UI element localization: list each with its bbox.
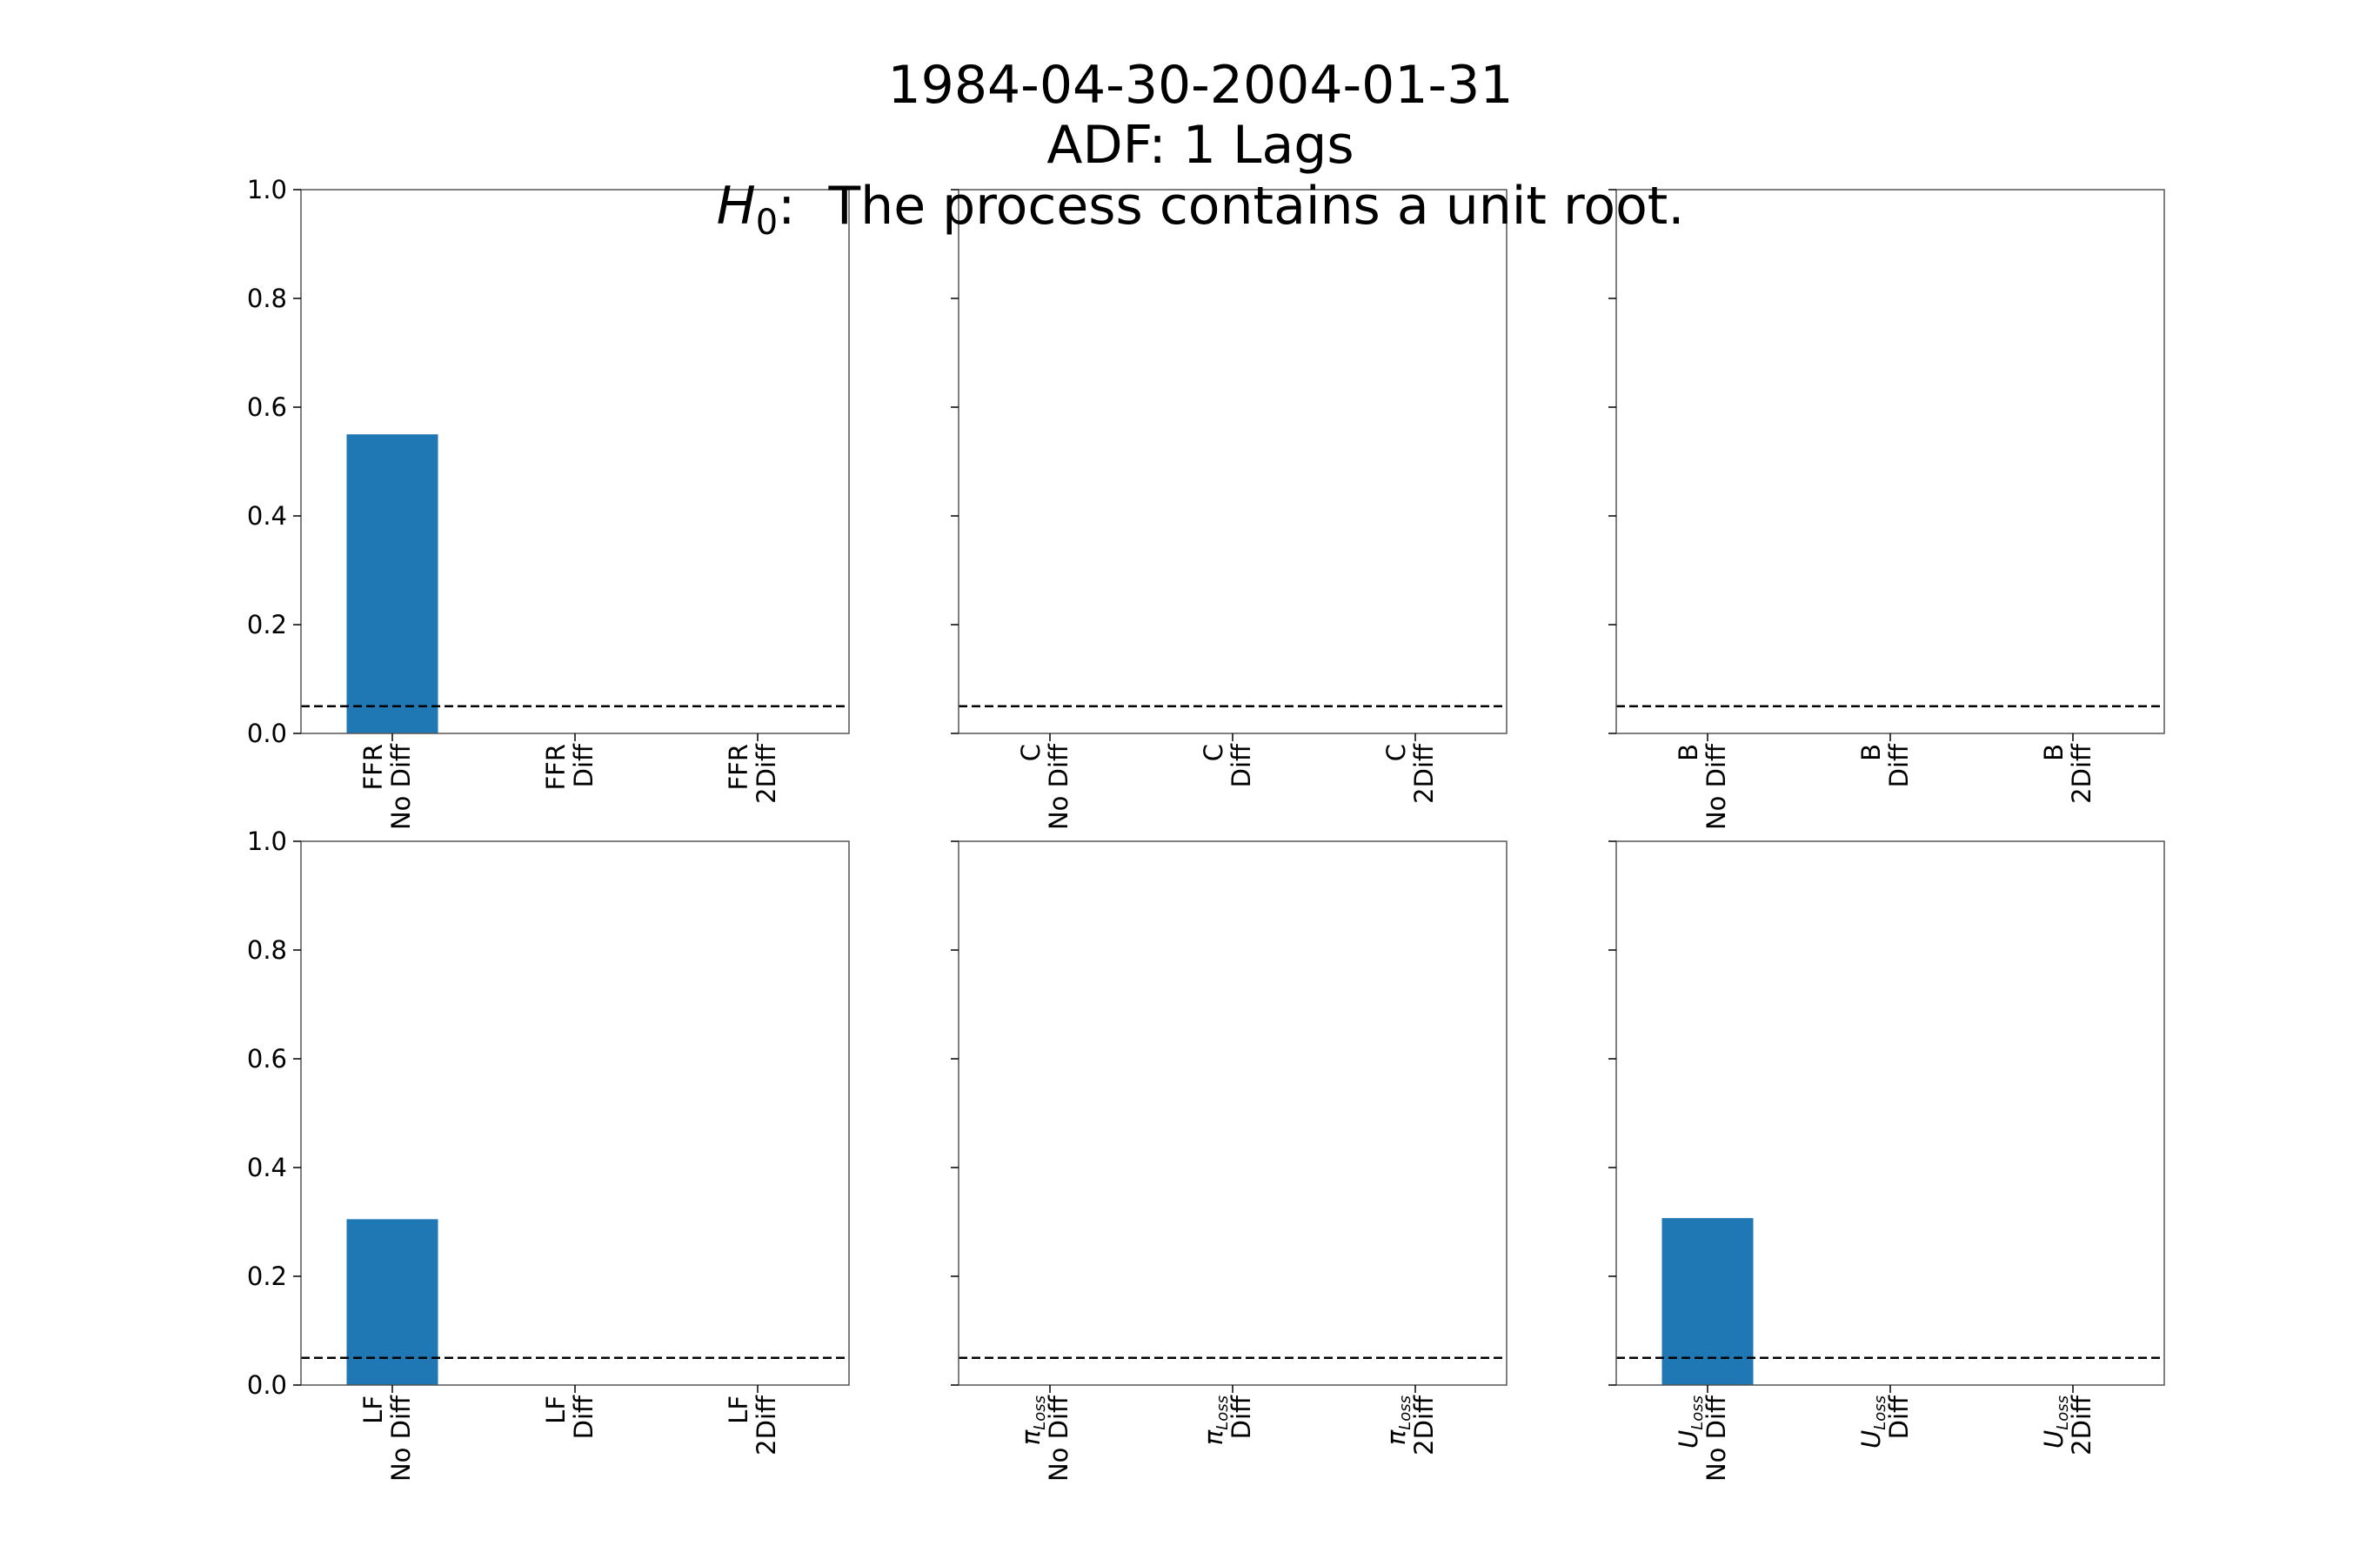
chart-title-line-1: 1984-04-30-2004-01-31 <box>887 55 1513 116</box>
chart-title-line-2: ADF: 1 Lags <box>1046 115 1354 176</box>
ytick-label-3-5: 1.0 <box>247 826 287 856</box>
xtick-label-3-2-category: 2Diff <box>752 1395 781 1456</box>
xtick-label-0-1-variable: FFR <box>541 744 571 791</box>
xtick-label-4-2-variable: πLoss <box>1381 1395 1414 1445</box>
xtick-label-0-2-category: 2Diff <box>752 743 781 804</box>
ytick-label-0-2: 0.4 <box>247 501 287 531</box>
hypothesis-subscript: 0 <box>756 203 778 243</box>
chart-title-hypothesis: H0: The process contains a unit root. <box>717 176 1685 243</box>
ytick-label-0-1: 0.2 <box>247 610 287 639</box>
xtick-label-4-0-category: No Diff <box>1044 1395 1073 1482</box>
ytick-label-0-5: 1.0 <box>247 175 287 204</box>
ytick-label-3-3: 0.6 <box>247 1044 287 1074</box>
ytick-label-0-3: 0.6 <box>247 392 287 422</box>
axes-frame-4 <box>958 840 1508 1386</box>
xtick-label-5-2-variable: ULoss <box>2039 1395 2072 1449</box>
bar-5-0 <box>1661 1218 1754 1385</box>
ytick-label-0-4: 0.8 <box>247 284 287 313</box>
xtick-label-4-1-category: Diff <box>1227 1395 1256 1439</box>
xtick-label-5-0-variable: ULoss <box>1674 1395 1707 1449</box>
xtick-label-2-1-variable: B <box>1856 744 1886 761</box>
xtick-label-0-2-variable: FFR <box>724 744 753 791</box>
xtick-label-3-0-category: No Diff <box>386 1395 416 1482</box>
hypothesis-text: : The process contains a unit root. <box>778 176 1684 237</box>
xtick-label-1-0-category: No Diff <box>1044 743 1073 830</box>
xtick-label-5-1-variable: ULoss <box>1856 1395 1889 1449</box>
xtick-label-2-0-variable: B <box>1674 744 1703 761</box>
xtick-label-4-0-variable: πLoss <box>1016 1395 1049 1445</box>
xtick-label-0-0-category: No Diff <box>386 743 416 830</box>
xtick-label-1-0-variable: C <box>1016 744 1046 761</box>
xtick-label-2-2-variable: B <box>2039 744 2069 761</box>
xtick-label-2-0-category: No Diff <box>1701 743 1731 830</box>
xtick-label-1-2-variable: C <box>1381 744 1411 761</box>
hypothesis-symbol: H <box>717 176 756 237</box>
ytick-label-0-0: 0.0 <box>247 719 287 748</box>
ytick-label-3-4: 0.8 <box>247 935 287 965</box>
ytick-label-3-2: 0.4 <box>247 1153 287 1182</box>
xtick-label-1-2-category: 2Diff <box>1409 743 1439 804</box>
xtick-label-5-1-category: Diff <box>1884 1395 1914 1439</box>
bar-3-0 <box>346 1219 438 1385</box>
xtick-label-3-1-category: Diff <box>569 1395 598 1439</box>
title-layer: 1984-04-30-2004-01-31 ADF: 1 Lags H0: Th… <box>717 55 1685 243</box>
ytick-label-3-0: 0.0 <box>247 1370 287 1400</box>
xtick-label-5-2-category: 2Diff <box>2067 1395 2096 1456</box>
xtick-label-4-1-variable: πLoss <box>1199 1395 1232 1445</box>
xtick-label-4-2-category: 2Diff <box>1409 1395 1439 1456</box>
xtick-label-2-1-category: Diff <box>1884 743 1914 787</box>
xtick-label-1-1-category: Diff <box>1227 743 1256 787</box>
xtick-label-3-0-variable: LF <box>358 1395 388 1424</box>
xtick-label-3-1-variable: LF <box>541 1395 571 1424</box>
xtick-label-1-1-variable: C <box>1199 744 1228 761</box>
axes-frame-1 <box>958 189 1508 734</box>
xtick-label-0-0-variable: FFR <box>358 744 388 791</box>
xtick-label-5-0-category: No Diff <box>1701 1395 1731 1482</box>
ytick-label-3-1: 0.2 <box>247 1262 287 1291</box>
axes-frame-2 <box>1615 189 2165 734</box>
xtick-label-0-1-category: Diff <box>569 743 598 787</box>
bar-0-0 <box>346 434 438 733</box>
xtick-label-3-2-variable: LF <box>724 1395 753 1424</box>
xtick-label-2-2-category: 2Diff <box>2067 743 2096 804</box>
